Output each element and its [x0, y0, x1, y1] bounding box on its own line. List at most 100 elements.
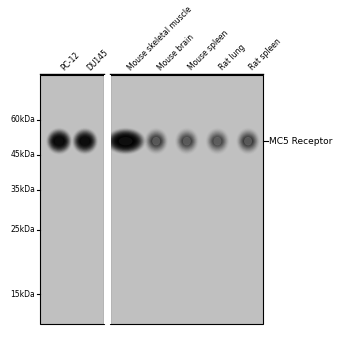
Ellipse shape	[50, 132, 68, 150]
Ellipse shape	[73, 129, 97, 154]
Ellipse shape	[210, 134, 225, 148]
Ellipse shape	[181, 136, 192, 146]
Ellipse shape	[211, 134, 224, 148]
Ellipse shape	[209, 132, 226, 150]
Ellipse shape	[240, 133, 256, 149]
Ellipse shape	[244, 138, 252, 144]
Ellipse shape	[55, 137, 64, 145]
Ellipse shape	[110, 131, 142, 151]
Ellipse shape	[73, 129, 97, 153]
Text: 60kDa: 60kDa	[10, 116, 35, 125]
Ellipse shape	[148, 133, 164, 149]
Ellipse shape	[149, 134, 163, 148]
Ellipse shape	[213, 138, 221, 144]
Ellipse shape	[182, 138, 191, 145]
Ellipse shape	[75, 132, 94, 150]
Ellipse shape	[81, 138, 90, 144]
Ellipse shape	[179, 133, 195, 149]
Ellipse shape	[54, 138, 64, 145]
Ellipse shape	[47, 129, 71, 154]
Ellipse shape	[49, 132, 69, 151]
Ellipse shape	[111, 132, 140, 150]
Ellipse shape	[106, 129, 145, 154]
Ellipse shape	[52, 135, 66, 147]
Ellipse shape	[119, 137, 132, 145]
Ellipse shape	[151, 137, 161, 146]
Ellipse shape	[242, 135, 254, 147]
Ellipse shape	[55, 138, 64, 144]
Bar	[40, 75, 104, 324]
Ellipse shape	[81, 137, 89, 145]
Text: 45kDa: 45kDa	[10, 150, 35, 159]
Ellipse shape	[80, 137, 91, 146]
Ellipse shape	[50, 133, 68, 149]
Ellipse shape	[118, 138, 133, 145]
Ellipse shape	[240, 132, 256, 150]
Ellipse shape	[148, 132, 165, 150]
Text: PC-12: PC-12	[59, 50, 81, 72]
Ellipse shape	[48, 130, 70, 153]
Ellipse shape	[213, 138, 222, 145]
Ellipse shape	[181, 136, 193, 147]
Ellipse shape	[181, 135, 193, 147]
Ellipse shape	[239, 132, 257, 151]
Ellipse shape	[210, 133, 225, 149]
Ellipse shape	[149, 134, 163, 148]
Ellipse shape	[80, 138, 90, 145]
Ellipse shape	[209, 133, 225, 149]
Text: MC5 Receptor: MC5 Receptor	[269, 136, 333, 146]
Ellipse shape	[53, 136, 66, 147]
Ellipse shape	[149, 133, 164, 149]
Ellipse shape	[78, 135, 92, 147]
Text: Mouse spleen: Mouse spleen	[187, 29, 230, 72]
Ellipse shape	[241, 134, 255, 148]
Ellipse shape	[147, 132, 165, 151]
Ellipse shape	[76, 133, 94, 149]
Text: Mouse brain: Mouse brain	[156, 33, 196, 72]
Ellipse shape	[110, 132, 141, 151]
Ellipse shape	[150, 136, 162, 147]
Ellipse shape	[106, 128, 145, 154]
Ellipse shape	[115, 135, 136, 147]
Ellipse shape	[113, 134, 138, 148]
Ellipse shape	[114, 134, 137, 148]
Ellipse shape	[152, 137, 160, 145]
Ellipse shape	[54, 137, 65, 146]
Ellipse shape	[182, 137, 192, 146]
Ellipse shape	[77, 134, 93, 148]
Ellipse shape	[53, 136, 65, 146]
Ellipse shape	[51, 134, 67, 148]
Ellipse shape	[242, 136, 254, 147]
Ellipse shape	[119, 138, 133, 144]
Ellipse shape	[178, 132, 195, 150]
Ellipse shape	[152, 138, 160, 144]
Ellipse shape	[243, 137, 253, 146]
Ellipse shape	[180, 134, 194, 148]
Text: DU145: DU145	[85, 48, 110, 72]
Ellipse shape	[244, 138, 253, 145]
Ellipse shape	[241, 134, 255, 148]
Ellipse shape	[116, 136, 135, 147]
Text: 15kDa: 15kDa	[10, 290, 35, 299]
Bar	[110, 75, 263, 324]
Ellipse shape	[52, 134, 66, 148]
Ellipse shape	[212, 136, 223, 146]
Ellipse shape	[74, 130, 96, 153]
Ellipse shape	[49, 131, 69, 151]
Ellipse shape	[150, 135, 162, 147]
Bar	[104, 75, 111, 324]
Text: Rat spleen: Rat spleen	[248, 37, 283, 72]
Ellipse shape	[75, 132, 95, 151]
Ellipse shape	[108, 129, 144, 153]
Ellipse shape	[108, 130, 143, 153]
Ellipse shape	[240, 133, 256, 149]
Ellipse shape	[47, 129, 71, 153]
Ellipse shape	[178, 132, 196, 151]
Ellipse shape	[74, 131, 96, 152]
Ellipse shape	[243, 136, 253, 146]
Ellipse shape	[76, 133, 93, 149]
Text: 25kDa: 25kDa	[10, 225, 35, 234]
Ellipse shape	[151, 136, 162, 146]
Ellipse shape	[74, 131, 95, 151]
Ellipse shape	[179, 133, 194, 149]
